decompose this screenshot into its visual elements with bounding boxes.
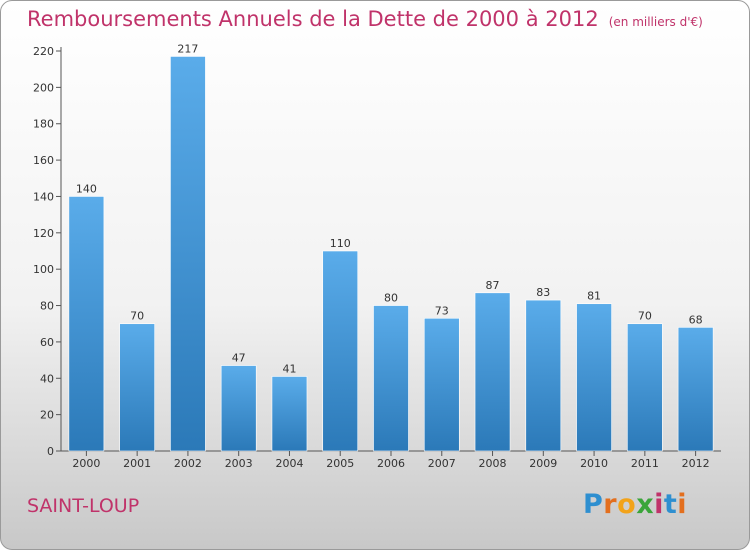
logo-letter: i [677,489,688,520]
x-tick-label: 2007 [428,457,456,470]
y-tick-label: 0 [47,445,54,458]
y-tick-label: 120 [33,227,54,240]
bar-value-label: 140 [76,182,97,195]
bar [525,299,562,452]
y-tick-label: 80 [40,300,54,313]
bar-value-label: 70 [130,310,144,323]
city-name: SAINT-LOUP [27,495,140,517]
bar [119,323,155,452]
bar [271,376,308,452]
x-tick-label: 2011 [631,457,659,470]
x-tick-label: 2009 [529,457,557,470]
x-tick-label: 2006 [377,457,405,470]
bar [423,317,460,452]
proxiti-logo: Proxiti [583,489,687,520]
y-tick-label: 200 [33,81,54,94]
bar-value-label: 68 [689,313,703,326]
bar [68,196,105,452]
y-tick-label: 100 [33,263,54,276]
x-tick-label: 2001 [123,457,151,470]
bar [373,305,409,452]
bar [677,327,714,452]
bar-value-label: 110 [330,237,351,250]
logo-letter: o [617,489,637,520]
bar-value-label: 81 [587,290,601,303]
y-tick-label: 20 [40,409,54,422]
logo-letter: P [583,489,604,520]
chart-title-text: Remboursements Annuels de la Dette de 20… [27,7,599,31]
y-tick-label: 60 [40,336,54,349]
bar [576,303,612,452]
x-tick-label: 2000 [72,457,100,470]
x-tick-label: 2003 [225,457,253,470]
bar [220,365,257,452]
bar [322,250,359,452]
logo-letter: r [603,489,618,520]
bar-value-label: 217 [177,42,198,55]
y-tick-label: 180 [33,118,54,131]
bar-value-label: 80 [384,292,398,305]
y-tick-label: 140 [33,190,54,203]
bar [627,323,663,452]
bar [170,56,206,452]
bar-value-label: 47 [232,352,246,365]
x-tick-label: 2012 [682,457,710,470]
x-tick-label: 2010 [580,457,608,470]
bar-value-label: 73 [435,304,449,317]
logo-letter: x [636,489,655,520]
bar-value-label: 70 [638,310,652,323]
bar-value-label: 87 [486,279,500,292]
bar-value-label: 41 [282,362,296,375]
x-tick-label: 2004 [275,457,303,470]
x-tick-label: 2008 [479,457,507,470]
bar-value-label: 83 [536,286,550,299]
logo-letter: t [663,489,678,520]
x-tick-label: 2002 [174,457,202,470]
x-tick-label: 2005 [326,457,354,470]
y-tick-label: 160 [33,154,54,167]
bar [474,292,511,452]
logo-letter: i [654,489,664,520]
y-tick-label: 40 [40,372,54,385]
y-tick-label: 220 [33,45,54,58]
chart-title: Remboursements Annuels de la Dette de 20… [27,7,703,31]
chart-unit-label: (en milliers d'€) [608,15,703,29]
